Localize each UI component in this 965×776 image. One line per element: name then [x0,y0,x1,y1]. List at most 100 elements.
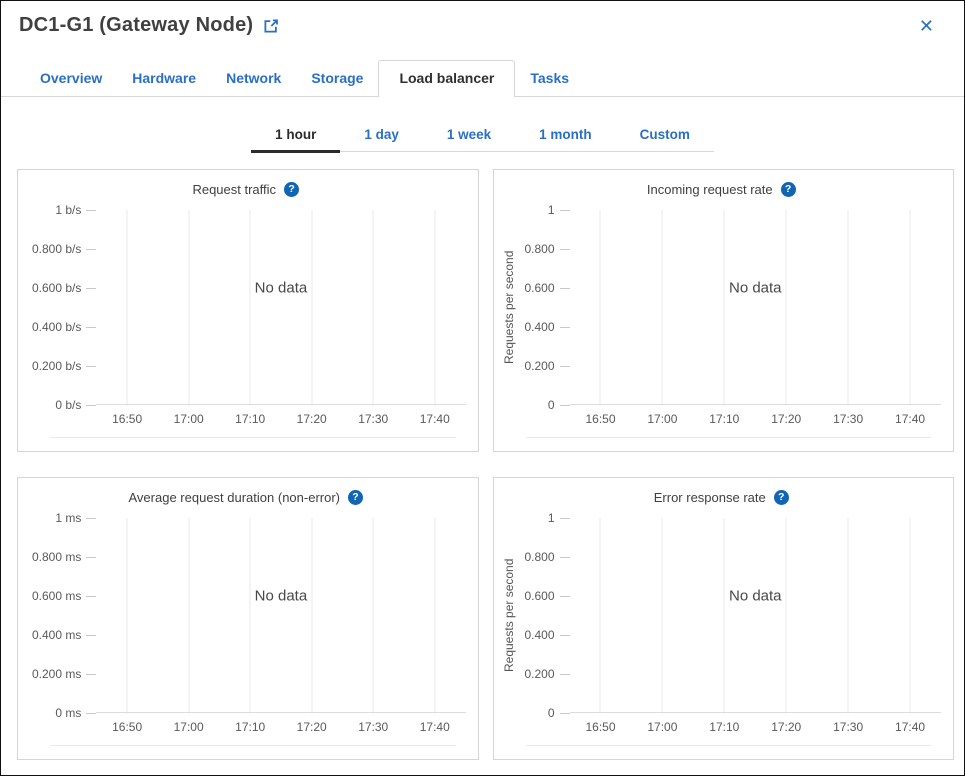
x-tick-label: 17:00 [647,720,678,734]
tab-tasks[interactable]: Tasks [530,70,570,86]
x-axis: 16:50 17:00 17:10 17:20 17:30 17:40 [570,405,941,427]
time-range-1-month[interactable]: 1 month [539,127,592,142]
help-icon[interactable]: ? [773,489,789,505]
tab-overview[interactable]: Overview [40,70,103,86]
chart-title: Incoming request rate [646,181,773,197]
help-icon[interactable]: ? [348,489,363,505]
y-tick-label: 0 ms [55,706,82,720]
time-range-1-day[interactable]: 1 day [364,127,399,142]
x-tick-label: 17:30 [358,720,389,734]
no-data-text: No data [254,587,308,605]
x-tick-label: 17:40 [895,412,926,426]
y-tick-mark [86,365,97,367]
grid-line [126,210,128,406]
help-icon[interactable]: ? [780,181,796,197]
y-tick-label: 0.600 ms [32,589,82,603]
y-tick-mark [86,517,97,519]
y-tick-mark [559,248,570,250]
x-tick-label: 17:10 [235,720,266,734]
chart-footer-divider [50,437,456,438]
time-range-1-week[interactable]: 1 week [446,127,492,142]
zero-baseline [569,404,941,405]
y-tick-mark [559,634,570,636]
y-tick-mark [559,287,570,289]
x-tick-label: 16:50 [585,720,616,734]
grid-line [249,210,251,406]
x-axis: 16:50 17:00 17:10 17:20 17:30 17:40 [96,405,465,427]
y-tick-mark [559,365,570,367]
x-tick-label: 17:40 [895,720,926,734]
plot-area: No data [96,210,466,406]
time-range-1-hour[interactable]: 1 hour [251,121,341,153]
grid-line [661,518,663,714]
node-tabs: Overview Hardware Network Storage Load balan… [1,60,964,97]
tab-load-balancer[interactable]: Load balancer [378,60,516,97]
grid-line [188,210,190,406]
tab-hardware[interactable]: Hardware [132,70,197,86]
grid-line [661,210,663,406]
x-tick-label: 17:00 [647,412,678,426]
y-tick-mark [559,326,570,328]
chart-panel-average-request-duration-non-error: Average request duration (non-error)? 1 m… [17,477,479,760]
y-tick-label: 0.400 [524,628,555,642]
chart-title: Error response rate [653,489,766,505]
y-tick-mark [86,595,97,597]
y-tick-label: 0.400 [524,320,555,334]
grid-line [372,210,374,406]
y-axis-unit-label: Requests per second [501,558,516,673]
y-axis: 1 0.800 0.600 0.400 0.200 0 [519,511,570,720]
y-tick-label: 0.200 ms [32,667,82,681]
no-data-text: No data [728,279,782,297]
y-tick-mark [559,595,570,597]
y-axis: 1 0.800 0.600 0.400 0.200 0 [519,203,570,412]
chart-panel-error-response-rate: Error response rate? Requests per second 1… [492,477,954,760]
x-axis: 16:50 17:00 17:10 17:20 17:30 17:40 [96,713,465,735]
grid-line [434,210,436,406]
zero-baseline [569,712,941,713]
x-tick-label: 17:20 [771,412,802,426]
y-tick-label: 0.200 [524,359,555,373]
x-tick-label: 17:10 [709,412,740,426]
y-tick-mark [86,287,97,289]
tab-storage[interactable]: Storage [311,70,364,86]
external-link-icon[interactable] [262,17,280,35]
close-icon[interactable]: ✕ [918,15,934,36]
zero-baseline [96,404,466,405]
chart-title: Average request duration (non-error) [128,489,341,505]
y-axis: 1 ms 0.800 ms 0.600 ms 0.400 ms 0.200 ms 0 ms [26,511,97,720]
y-tick-label: 0.200 [524,667,555,681]
chart-title-row: Incoming request rate? [502,178,942,200]
x-tick-label: 17:20 [296,412,327,426]
y-tick-label: 0.600 b/s [32,281,82,295]
y-tick-mark [86,209,97,211]
x-tick-label: 17:00 [173,720,204,734]
charts-grid: Request traffic? 1 b/s 0.800 b/s 0.600 b/s 0… [1,152,964,760]
chart-title-row: Error response rate? [502,486,942,508]
grid-line [188,518,190,714]
y-tick-mark [559,673,570,675]
chart-body: Requests per second 1 0.800 0.600 0.400 0.200… [501,511,941,735]
y-tick-label: 0.600 [524,281,555,295]
time-range-custom[interactable]: Custom [639,127,690,142]
y-tick-mark [86,326,97,328]
y-tick-label: 0 [547,706,555,720]
y-tick-label: 1 [547,203,555,217]
help-icon[interactable]: ? [284,181,300,197]
x-tick-label: 17:10 [709,720,740,734]
grid-line [434,518,436,714]
y-tick-label: 0.800 b/s [32,242,82,256]
x-tick-label: 16:50 [112,412,143,426]
x-tick-label: 17:20 [771,720,802,734]
plot-area: No data [96,518,466,714]
page-header: DC1-G1 (Gateway Node) ✕ [1,1,964,37]
tab-network[interactable]: Network [226,70,282,86]
chart-panel-request-traffic: Request traffic? 1 b/s 0.800 b/s 0.600 b/s 0… [17,169,479,452]
y-tick-label: 0.600 [524,589,555,603]
y-tick-mark [559,712,570,714]
grid-line [311,518,313,714]
y-tick-label: 0.800 [524,242,555,256]
x-tick-label: 17:00 [173,412,204,426]
no-data-text: No data [728,587,782,605]
y-tick-label: 1 b/s [55,203,82,217]
